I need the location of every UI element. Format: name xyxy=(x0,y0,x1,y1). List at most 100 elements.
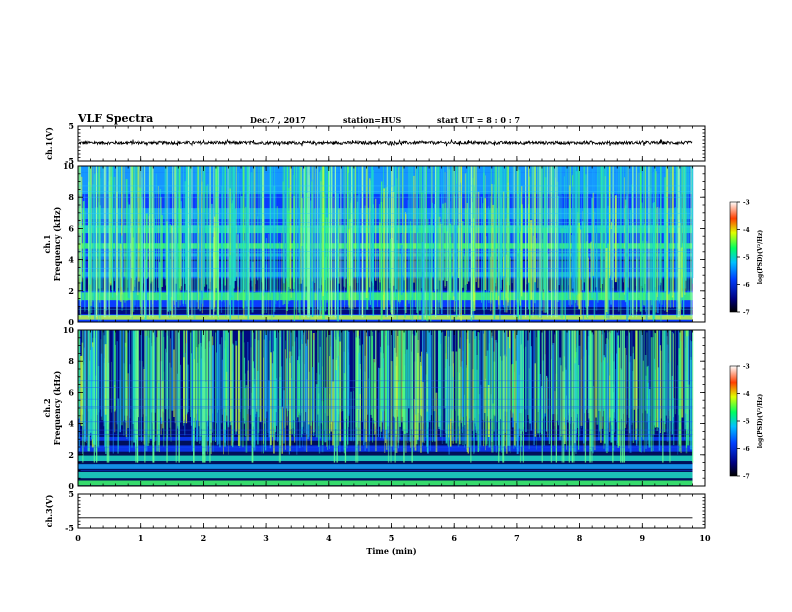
spectrogram-streak xyxy=(464,330,466,425)
spectrogram-streak xyxy=(552,343,555,415)
spectrogram-streak xyxy=(329,356,331,434)
spectrogram-streak xyxy=(565,369,567,442)
spectrogram-streak xyxy=(100,353,103,417)
spectrogram-streak xyxy=(383,188,385,310)
spectrogram-streak xyxy=(337,193,339,322)
spectrogram-burst xyxy=(193,330,195,463)
spectrogram-streak xyxy=(439,222,442,308)
spectrogram-streak xyxy=(643,223,646,306)
spectrogram-streak xyxy=(416,166,419,313)
spectrogram-streak xyxy=(427,330,429,428)
spectrogram-streak xyxy=(299,363,300,414)
spectrogram-burst xyxy=(550,166,553,318)
spectrogram-streak xyxy=(598,330,600,411)
spectrogram-burst xyxy=(532,166,534,318)
spectrogram-streak xyxy=(625,166,627,285)
spectrogram-streak xyxy=(451,166,453,293)
spectrogram-streak xyxy=(278,241,281,308)
ch1-waveform-line xyxy=(78,138,693,147)
spectrogram-burst xyxy=(148,166,151,318)
spectrogram-burst xyxy=(392,166,394,318)
spectrogram-streak xyxy=(430,335,433,416)
spectrogram-streak xyxy=(407,330,409,443)
spectrogram-streak xyxy=(397,167,400,302)
spectrogram-streak xyxy=(446,231,448,281)
spectrogram-streak xyxy=(299,330,301,416)
spectrogram-streak xyxy=(638,172,640,299)
spectrogram-streak xyxy=(206,399,208,448)
spectrogram-burst xyxy=(692,330,694,463)
spectrogram-burst xyxy=(677,166,679,318)
y-tick-label: 0 xyxy=(68,481,74,491)
spectrogram-streak xyxy=(534,166,536,283)
spectrogram-streak xyxy=(259,330,262,423)
spectrogram-streak xyxy=(501,330,502,451)
spectrogram-streak xyxy=(444,335,447,409)
spectrogram-burst xyxy=(328,166,331,318)
spectrogram-streak xyxy=(352,330,354,442)
spectrogram-streak xyxy=(312,179,315,316)
spectrogram-streak xyxy=(256,330,258,412)
spectrogram-streak xyxy=(357,335,360,409)
spectrogram-streak xyxy=(661,247,663,305)
spectrogram-streak xyxy=(545,166,548,278)
spectrogram-streak xyxy=(413,175,415,283)
spectrogram-streak xyxy=(239,330,241,412)
spectrogram-burst xyxy=(411,330,413,463)
spectrogram-streak xyxy=(378,204,380,291)
spectrogram-streak xyxy=(169,362,171,428)
spectrogram-band xyxy=(78,272,693,277)
spectrogram-streak xyxy=(396,240,398,320)
spectrogram-band xyxy=(78,243,693,249)
spectrogram-streak xyxy=(508,348,511,452)
spectrogram-streak xyxy=(178,190,181,296)
spectrogram-streak xyxy=(418,330,420,423)
spectrogram-streak xyxy=(570,166,571,291)
spectrogram-streak xyxy=(259,166,261,300)
spectrogram-streak xyxy=(177,166,180,308)
spectrogram-streak xyxy=(100,178,102,322)
spectrogram-streak xyxy=(113,176,116,282)
spectrogram-streak xyxy=(660,166,661,286)
spectrogram-streak xyxy=(491,337,493,442)
spectrogram-streak xyxy=(445,193,447,281)
spectrogram-streak xyxy=(666,166,668,312)
spectrogram-burst xyxy=(116,166,118,318)
x-axis-label: Time (min) xyxy=(366,546,416,556)
spectrogram-streak xyxy=(301,171,303,300)
spectrogram-streak xyxy=(289,351,292,446)
spectrogram-streak xyxy=(467,330,469,454)
spectrogram-streak xyxy=(276,206,278,301)
spectrogram-streak xyxy=(379,222,381,283)
spectrogram-streak xyxy=(240,196,243,293)
colorbar-tick-label: -3 xyxy=(743,364,750,371)
spectrogram-streak xyxy=(128,330,130,453)
spectrogram-streak xyxy=(572,186,574,289)
spectrogram-streak xyxy=(161,330,163,422)
spectrogram-streak xyxy=(646,366,648,414)
spectrogram-streak xyxy=(642,360,644,440)
spectrogram-streak xyxy=(134,179,136,281)
spectrogram-streak xyxy=(483,166,485,316)
spectrogram-streak xyxy=(511,166,513,284)
spectrogram-streak xyxy=(437,166,440,314)
spectrogram-streak xyxy=(251,172,253,287)
spectrogram-streak xyxy=(217,330,220,445)
spectrogram-streak xyxy=(549,166,552,292)
spectrogram-streak xyxy=(481,330,483,437)
spectrogram-streak xyxy=(440,166,443,315)
spectrogram-streak xyxy=(315,384,318,438)
spectrogram-streak xyxy=(647,382,649,440)
spectrogram-streak xyxy=(541,166,543,298)
spectrogram-streak xyxy=(639,330,641,452)
spectrogram-streak xyxy=(433,241,435,290)
spectrogram-streak xyxy=(444,172,446,288)
spectrogram-burst xyxy=(143,166,146,318)
spectrogram-burst xyxy=(563,330,565,463)
spectrogram-streak xyxy=(342,331,344,412)
spectrogram-streak xyxy=(635,330,637,409)
spectrogram-streak xyxy=(296,166,298,301)
spectrogram-streak xyxy=(486,236,487,309)
spectrogram-streak xyxy=(237,170,239,287)
x-tick-label: 8 xyxy=(577,533,583,543)
